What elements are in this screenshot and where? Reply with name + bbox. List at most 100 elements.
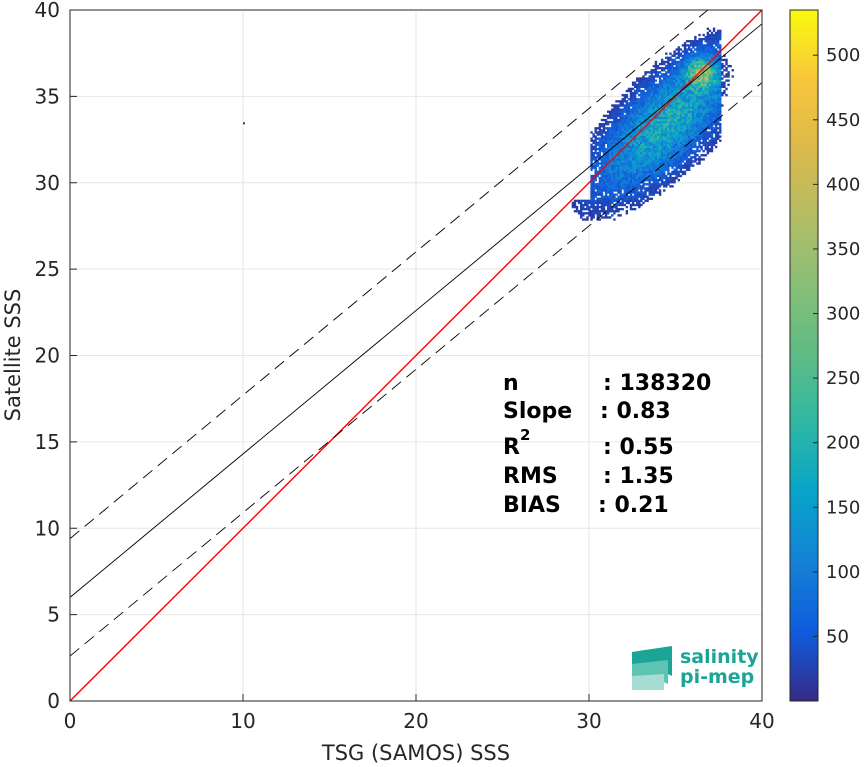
heat-cell: [594, 166, 597, 169]
heat-cell: [621, 133, 624, 136]
heat-cell: [656, 110, 660, 113]
heat-cell: [675, 149, 678, 153]
heat-cell: [609, 183, 612, 186]
heat-cell: [613, 205, 616, 209]
heat-cell: [702, 102, 705, 105]
heat-cell: [654, 127, 658, 130]
heat-cell: [706, 81, 710, 84]
heat-cell: [690, 158, 693, 161]
heat-cell: [658, 143, 662, 147]
heat-cell: [644, 131, 647, 134]
heat-cell: [671, 178, 674, 182]
heat-cell: [677, 125, 680, 128]
heat-cell: [677, 122, 680, 126]
heat-cell: [669, 143, 672, 147]
heat-cell: [646, 85, 649, 89]
heat-cell: [673, 60, 676, 64]
heat-cell: [638, 185, 641, 188]
heat-cell: [644, 162, 647, 165]
heat-cell: [702, 112, 705, 115]
heat-cell: [708, 122, 712, 126]
heat-cell: [617, 147, 620, 151]
heat-cell: [644, 154, 647, 157]
heat-cell: [606, 172, 610, 176]
heat-cell: [633, 89, 637, 93]
heat-cell: [692, 93, 695, 97]
heat-cell: [629, 174, 633, 178]
heat-cell: [714, 67, 718, 70]
heat-cell: [679, 75, 683, 78]
heat-cell: [704, 77, 707, 80]
heat-cell: [669, 64, 672, 68]
heat-cell: [683, 116, 687, 120]
heat-cell: [712, 102, 716, 105]
heat-cell: [687, 110, 691, 113]
heat-cell: [700, 133, 703, 136]
heat-cell: [681, 147, 685, 151]
heat-cell: [679, 67, 683, 70]
heat-cell: [613, 160, 616, 163]
heat-cell: [621, 203, 624, 207]
heat-cell: [690, 85, 693, 89]
heat-cell: [698, 139, 701, 142]
heat-cell: [698, 93, 701, 97]
heat-cell: [594, 143, 597, 147]
heat-cell: [658, 139, 662, 142]
heat-cell: [646, 141, 649, 145]
logo-line1: salinity: [680, 646, 759, 668]
heat-cell: [619, 154, 622, 157]
heat-cell: [609, 191, 612, 194]
heat-cell: [606, 176, 610, 180]
heat-cell: [667, 83, 670, 86]
heat-cell: [694, 112, 697, 115]
heat-cell: [619, 135, 622, 138]
logo-line2: pi-mep: [680, 666, 754, 688]
heat-cell: [648, 85, 651, 89]
heat-cell: [633, 102, 637, 105]
heat-cell: [712, 79, 716, 82]
heat-cell: [640, 120, 643, 124]
heat-cell: [708, 87, 712, 91]
heat-cell: [656, 87, 660, 91]
heat-cell: [629, 137, 633, 140]
heat-cell: [590, 166, 593, 169]
heat-cell: [602, 216, 606, 219]
heat-cell: [654, 139, 658, 142]
heat-cell: [615, 122, 618, 126]
heat-cell: [681, 143, 685, 147]
heat-cell: [660, 122, 664, 126]
heat-cell: [623, 93, 626, 97]
heat-cell: [692, 73, 695, 76]
heat-cell: [665, 116, 668, 120]
heat-cell: [638, 191, 641, 194]
heat-cell: [675, 166, 678, 169]
heat-cell: [685, 137, 689, 140]
heat-cell: [598, 127, 602, 130]
heat-cell: [629, 164, 633, 167]
heat-cell: [665, 158, 668, 161]
heat-cell: [654, 102, 658, 105]
heat-cell: [681, 160, 685, 163]
heat-cell: [654, 87, 658, 91]
heat-cell: [631, 152, 635, 155]
heat-cell: [636, 201, 639, 205]
heat-cell: [609, 168, 612, 171]
heat-cell: [677, 75, 680, 78]
heat-cell: [663, 147, 666, 151]
heat-cell: [677, 133, 680, 136]
heat-cell: [677, 108, 680, 111]
heat-cell: [627, 127, 631, 130]
heat-cell: [609, 143, 612, 147]
heat-cell: [690, 145, 693, 149]
heat-cell: [714, 139, 718, 142]
heat-cell: [636, 152, 639, 155]
heat-cell: [710, 141, 714, 145]
heat-cell: [669, 149, 672, 153]
heat-cell: [694, 48, 697, 51]
heat-cell: [650, 85, 653, 89]
heat-cell: [719, 85, 722, 89]
heat-cell: [681, 166, 685, 169]
heat-cell: [702, 133, 705, 136]
heat-cell: [712, 98, 716, 101]
heat-cell: [710, 81, 714, 84]
